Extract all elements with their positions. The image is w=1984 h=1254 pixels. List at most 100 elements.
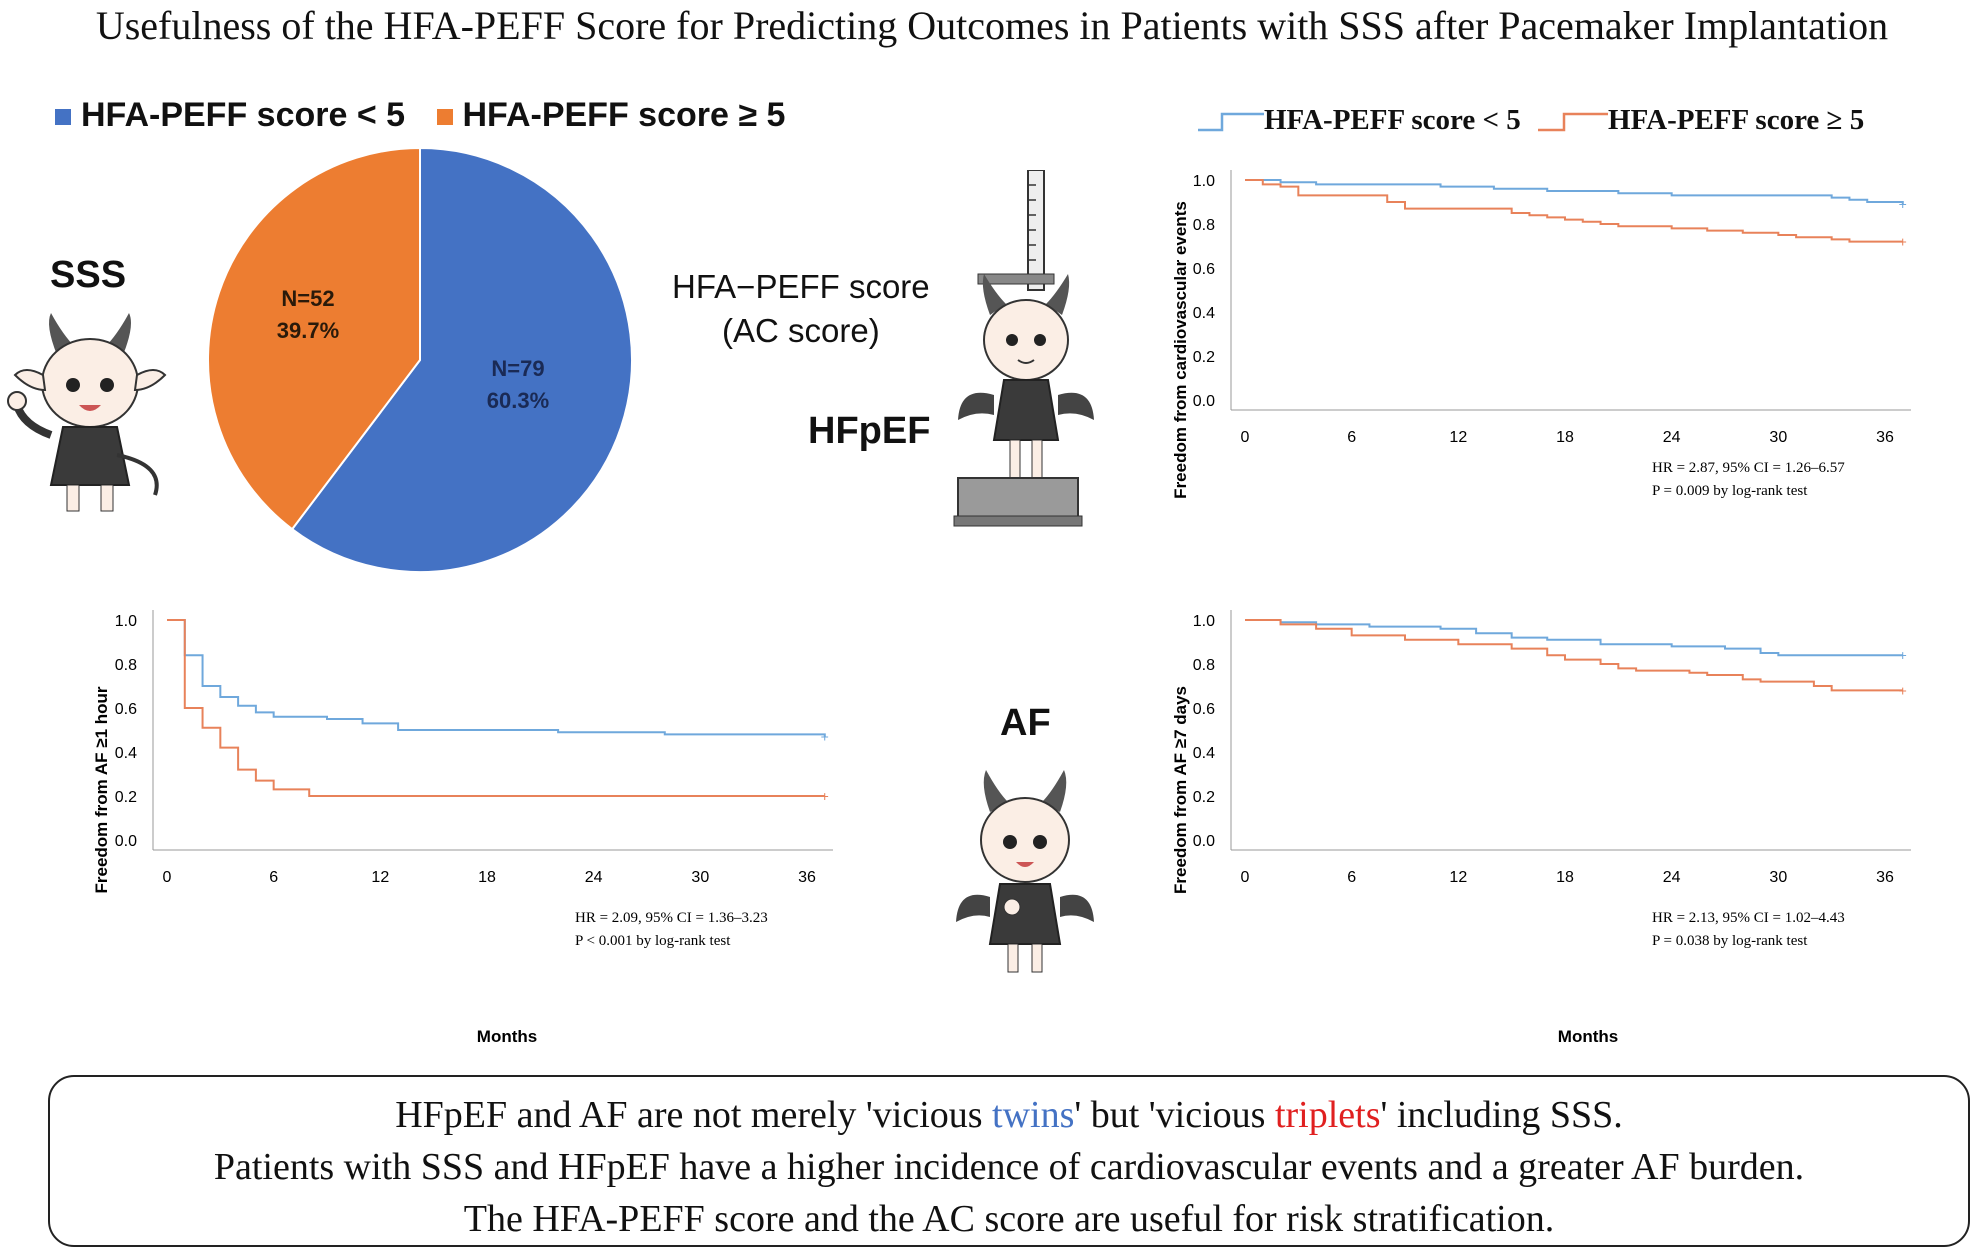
- summary-word-triplets: triplets: [1274, 1094, 1381, 1136]
- km1-censor-mark: +: [1899, 234, 1907, 250]
- pie-legend-low-label: HFA-PEFF score < 5: [81, 96, 406, 134]
- km1-series-low-curve: [1245, 179, 1904, 205]
- km1-ytick-label: 0.0: [1193, 393, 1215, 410]
- km1-xtick-label: 24: [1663, 429, 1681, 446]
- devil-holding-chest-illustration: [956, 770, 1094, 973]
- km3-ytick-label: 1.0: [1193, 613, 1215, 630]
- km3-xtick-label: 18: [1556, 869, 1574, 886]
- km-legend-high-label: HFA-PEFF score ≥ 5: [1608, 104, 1865, 136]
- km3-xtick-label: 30: [1769, 869, 1787, 886]
- summary-line-1: HFpEF and AF are not merely 'vicious twi…: [50, 1089, 1968, 1141]
- summary-line-1-part-b: ' but 'vicious: [1074, 1094, 1275, 1136]
- km1-annotation-line2: P = 0.009 by log-rank test: [1652, 483, 1808, 499]
- km2-ytick-label: 0.2: [115, 789, 137, 806]
- km2-annotation-line1: HR = 2.09, 95% CI = 1.36–3.23: [575, 910, 768, 926]
- pie-legend-low-swatch: [55, 109, 71, 126]
- summary-line-2: Patients with SSS and HFpEF have a highe…: [213, 1146, 1805, 1188]
- km2-annotation-line2: P < 0.001 by log-rank test: [575, 933, 731, 949]
- score-label-line1: HFA−PEFF score: [672, 268, 930, 305]
- km1-ylabel: Freedom from cardiovascular events: [1171, 201, 1190, 499]
- km3-xtick-label: 12: [1449, 869, 1467, 886]
- km-chart-cardiovascular: Freedom from cardiovascular events HR = …: [1171, 170, 1911, 499]
- sss-label: SSS: [50, 254, 127, 296]
- devil-waving-illustration: [7, 313, 167, 512]
- km3-ytick-label: 0.4: [1193, 745, 1215, 762]
- km3-xlabel: Months: [1558, 1027, 1618, 1046]
- pie-slice-high: [207, 146, 421, 531]
- km3-annotation-line2: P = 0.038 by log-rank test: [1652, 933, 1808, 949]
- summary-line-1-part-c: ' including SSS.: [1380, 1094, 1623, 1136]
- km2-ytick-label: 0.8: [115, 657, 137, 674]
- km3-censor-mark: +: [1899, 647, 1907, 663]
- km3-xtick-label: 24: [1663, 869, 1681, 886]
- km1-annotation-line1: HR = 2.87, 95% CI = 1.26–6.57: [1652, 460, 1845, 476]
- km2-xtick-label: 12: [371, 869, 389, 886]
- km3-censor-mark: +: [1899, 682, 1907, 698]
- km2-ylabel: Freedom from AF ≥1 hour: [92, 686, 111, 893]
- page-title: Usefulness of the HFA-PEFF Score for Pre…: [95, 3, 1889, 48]
- km2-censor-mark: +: [821, 788, 829, 804]
- km1-xtick-label: 30: [1769, 429, 1787, 446]
- km2-xtick-label: 18: [478, 869, 496, 886]
- km-legend-high-line: [1538, 113, 1609, 132]
- km3-xtick-label: 36: [1876, 869, 1894, 886]
- km2-ytick-label: 1.0: [115, 613, 137, 630]
- pie-low-pct-label: 60.3%: [487, 388, 549, 413]
- pie-slice-low: [290, 146, 633, 573]
- km3-xtick-label: 6: [1347, 869, 1356, 886]
- km3-xtick-label: 0: [1241, 869, 1250, 886]
- km2-xtick-label: 0: [163, 869, 172, 886]
- km3-annotation-line1: HR = 2.13, 95% CI = 1.02–4.43: [1652, 910, 1845, 926]
- km-chart-af-1hour: Freedom from AF ≥1 hour Months HR = 2.09…: [92, 610, 833, 1046]
- af-label: AF: [1000, 702, 1051, 744]
- km3-series-high-curve: [1245, 619, 1903, 692]
- km1-xtick-label: 36: [1876, 429, 1894, 446]
- km2-xtick-label: 36: [798, 869, 816, 886]
- km1-xtick-label: 12: [1449, 429, 1467, 446]
- km3-ytick-label: 0.0: [1193, 833, 1215, 850]
- pie-low-n-label: N=79: [491, 356, 544, 381]
- summary-line-1-part-a: HFpEF and AF are not merely 'vicious: [395, 1094, 993, 1136]
- km1-series-high-curve: [1245, 179, 1903, 243]
- km1-ytick-label: 0.4: [1193, 305, 1215, 322]
- km2-xtick-label: 30: [691, 869, 709, 886]
- km-legend-low-line: [1198, 113, 1264, 132]
- km2-xlabel: Months: [477, 1027, 537, 1046]
- km3-series-low-curve: [1245, 619, 1903, 657]
- km1-ytick-label: 1.0: [1193, 173, 1215, 190]
- km1-censor-mark: +: [1899, 196, 1907, 212]
- km3-ytick-label: 0.6: [1193, 701, 1215, 718]
- pie-high-pct-label: 39.7%: [277, 318, 339, 343]
- score-label-line2: (AC score): [722, 312, 880, 349]
- km2-series-high-curve: [167, 619, 825, 797]
- km3-ylabel: Freedom from AF ≥7 days: [1171, 686, 1190, 894]
- km-chart-af-7days: Freedom from AF ≥7 days Months HR = 2.13…: [1171, 610, 1911, 1046]
- hfpef-label: HFpEF: [808, 410, 931, 452]
- km3-ytick-label: 0.8: [1193, 657, 1215, 674]
- summary-word-twins: twins: [992, 1094, 1075, 1136]
- km2-ytick-label: 0.6: [115, 701, 137, 718]
- pie-legend-high-swatch: [436, 109, 453, 126]
- km2-ytick-label: 0.4: [115, 745, 137, 762]
- summary-line-3: The HFA-PEFF score and the AC score are …: [463, 1198, 1555, 1240]
- km2-xtick-label: 6: [269, 869, 278, 886]
- km2-censor-mark: +: [821, 729, 829, 745]
- km2-ytick-label: 0.0: [115, 833, 137, 850]
- devil-height-scale-illustration: [953, 170, 1094, 527]
- km1-xtick-label: 0: [1241, 429, 1250, 446]
- pie-legend-high-label: HFA-PEFF score ≥ 5: [462, 96, 786, 134]
- pie-high-n-label: N=52: [281, 286, 334, 311]
- km1-xtick-label: 6: [1347, 429, 1356, 446]
- km1-xtick-label: 18: [1556, 429, 1574, 446]
- km-legend: HFA-PEFF score < 5 HFA-PEFF score ≥ 5: [1198, 104, 1864, 137]
- km3-ytick-label: 0.2: [1193, 789, 1215, 806]
- km1-ytick-label: 0.8: [1193, 217, 1215, 234]
- pie-chart: N=79 60.3% N=52 39.7%: [207, 146, 633, 573]
- km1-ytick-label: 0.6: [1193, 261, 1215, 278]
- summary-box: HFpEF and AF are not merely 'vicious twi…: [48, 1075, 1970, 1247]
- km1-ytick-label: 0.2: [1193, 349, 1215, 366]
- km2-xtick-label: 24: [585, 869, 603, 886]
- pie-legend: HFA-PEFF score < 5 HFA-PEFF score ≥ 5: [55, 96, 785, 135]
- km-legend-low-label: HFA-PEFF score < 5: [1264, 104, 1521, 136]
- km2-series-low-curve: [167, 619, 826, 737]
